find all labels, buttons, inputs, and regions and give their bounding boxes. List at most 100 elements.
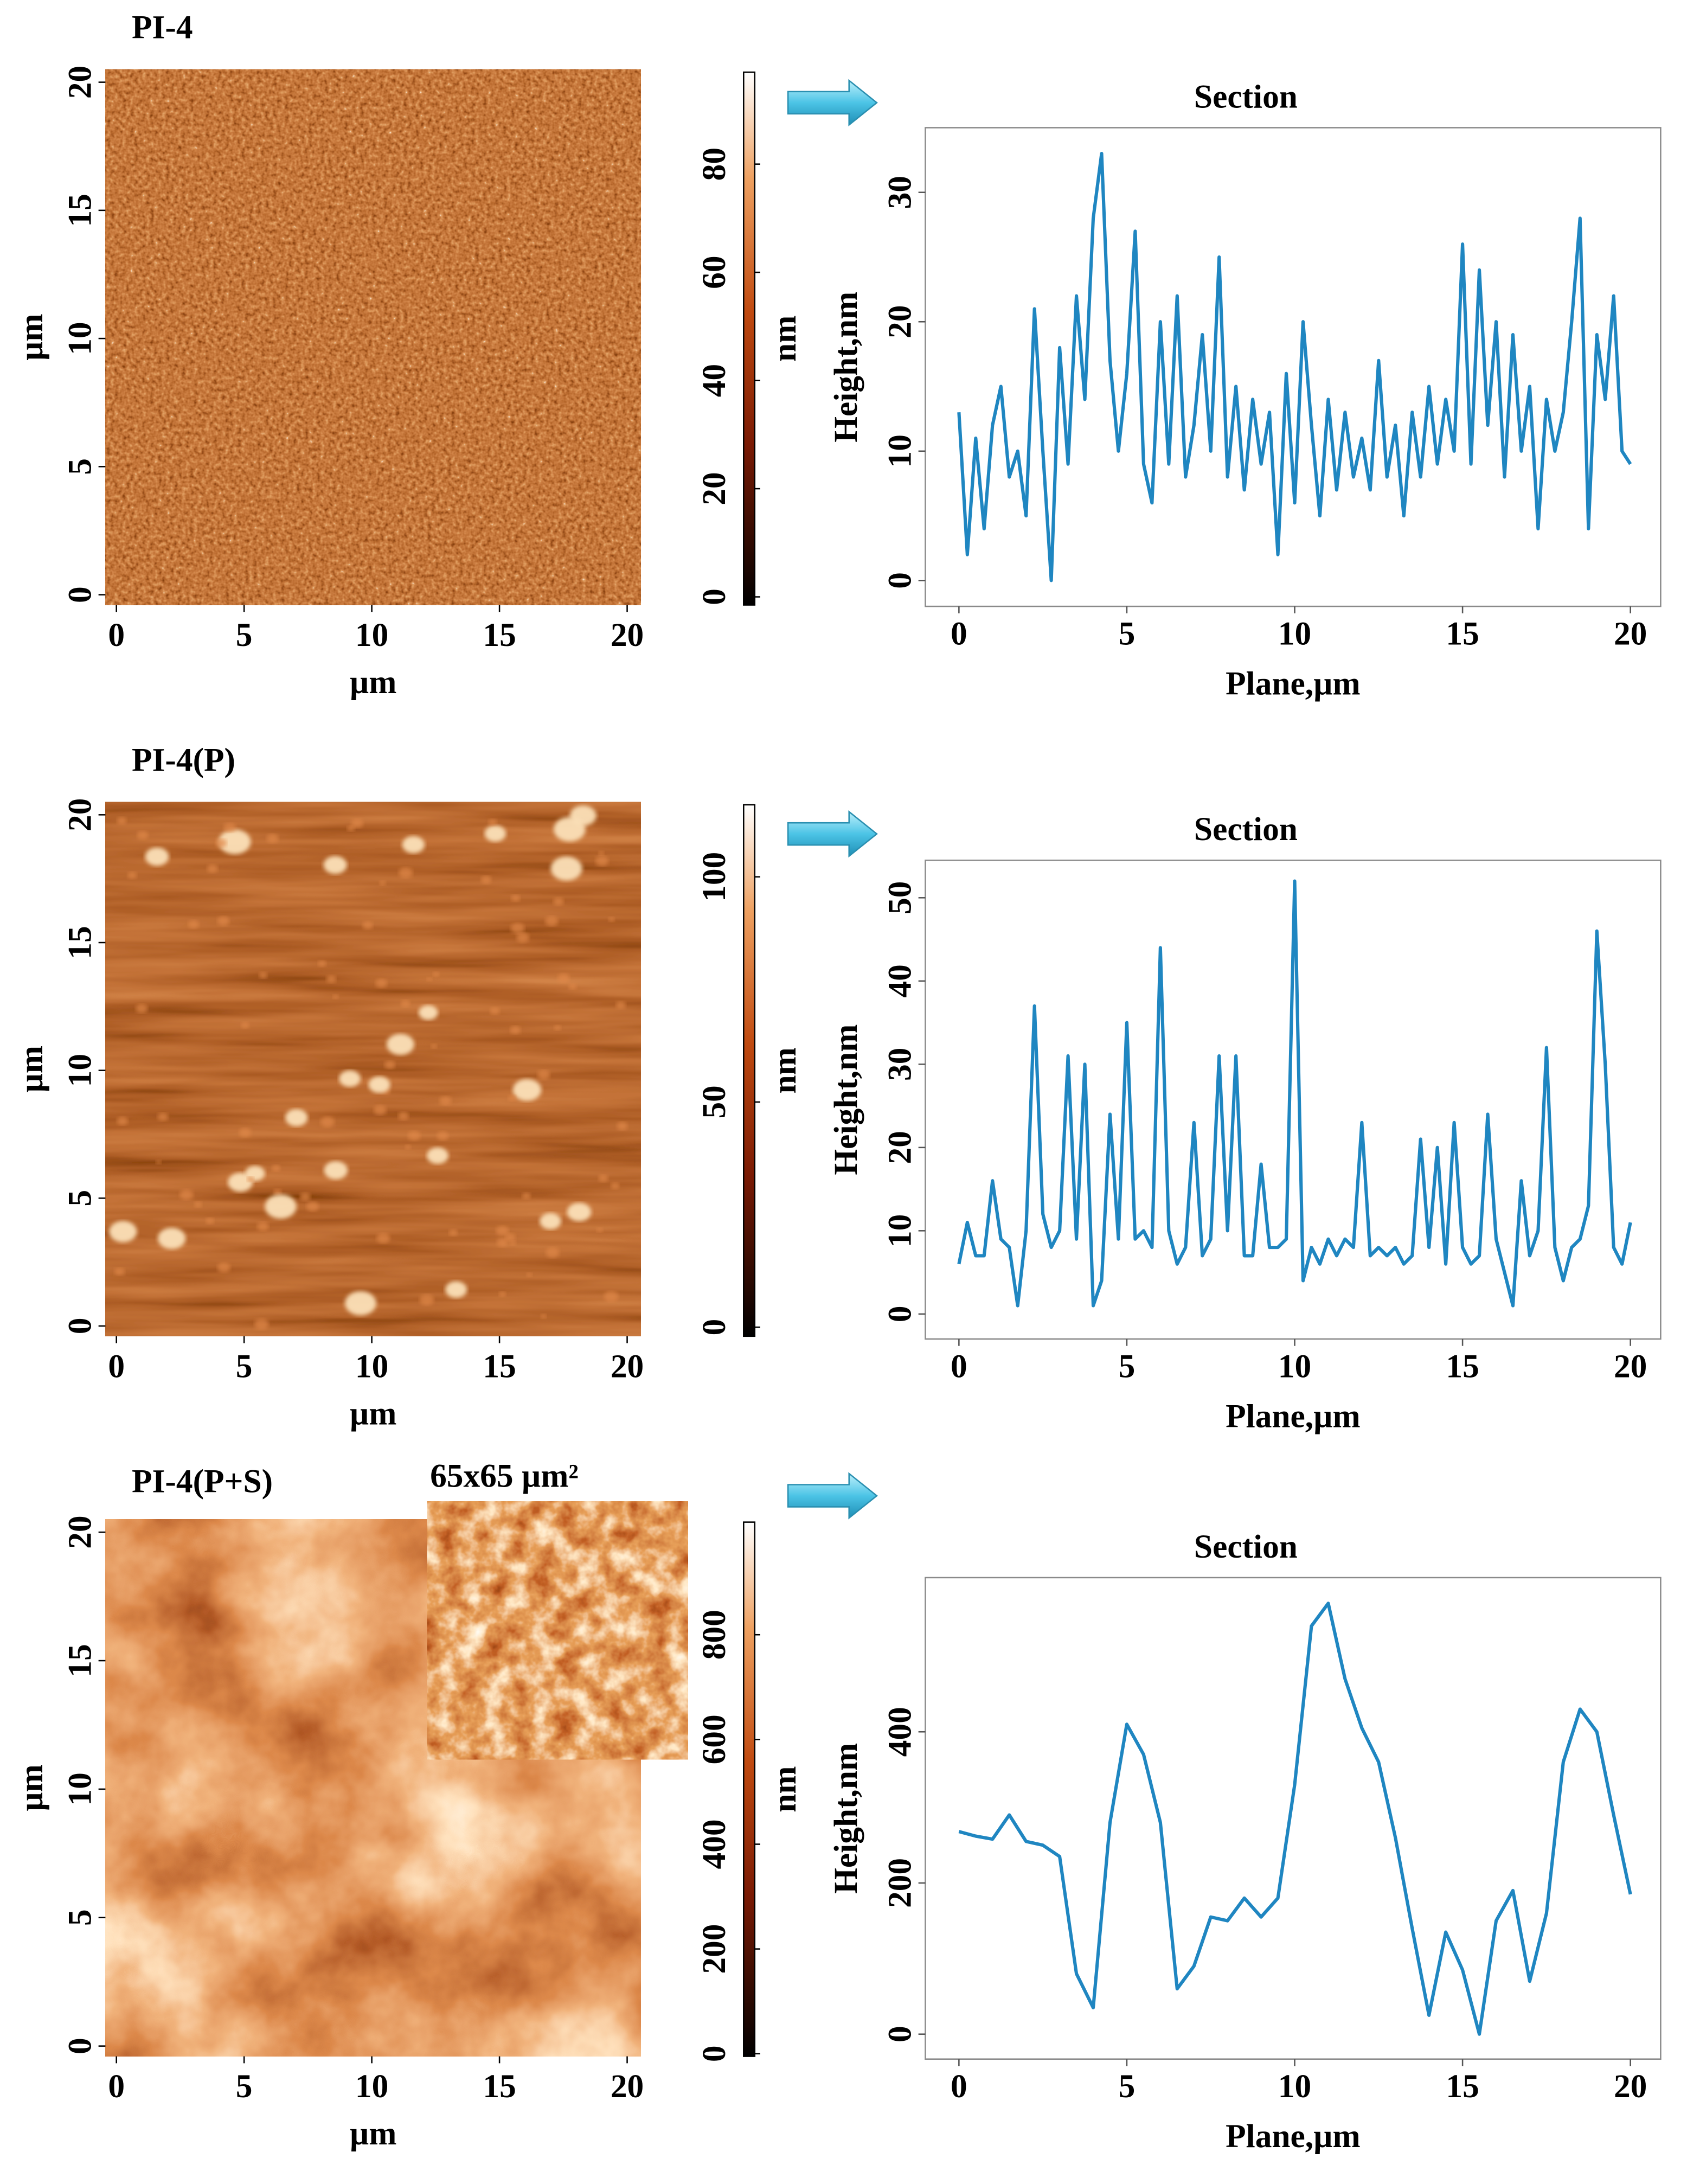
plot-frame <box>925 859 1662 1340</box>
afm-particle <box>522 1193 531 1200</box>
afm-particle <box>432 971 440 977</box>
afm-particle <box>511 894 521 902</box>
afm-particle <box>127 872 137 879</box>
y-tick-label: 0 <box>882 572 919 589</box>
x-tick-label: 10 <box>355 2068 388 2105</box>
y-axis-label: Height,nm <box>828 1024 864 1175</box>
afm-particle <box>362 921 373 930</box>
afm-particle <box>546 1247 560 1258</box>
afm-particle <box>136 1004 148 1014</box>
colorbar-label: nm <box>766 316 803 362</box>
y-tick-label: 15 <box>62 926 99 959</box>
x-tick-label: 20 <box>611 617 644 654</box>
afm-particle <box>265 1194 297 1219</box>
y-tick-label: 0 <box>62 586 99 603</box>
panel-title: PI-4(P+S) <box>132 1463 273 1500</box>
afm-particle <box>194 1201 202 1208</box>
afm-particle <box>553 897 564 906</box>
chart-title: Section <box>1194 78 1298 115</box>
x-tick-label: 15 <box>1446 615 1479 652</box>
y-tick-label: 5 <box>62 458 99 475</box>
afm-particle <box>156 1160 162 1164</box>
afm-particle <box>323 856 347 874</box>
x-tick-label: 20 <box>1614 1348 1647 1385</box>
afm-particle <box>419 1005 438 1020</box>
afm-particle <box>272 1164 281 1172</box>
afm-particle <box>484 825 506 842</box>
afm-particle <box>402 836 425 854</box>
x-tick-label: 5 <box>1119 1348 1136 1385</box>
x-tick-label: 0 <box>108 617 125 654</box>
afm-particle <box>510 1026 521 1034</box>
y-tick-label: 0 <box>62 1318 99 1335</box>
afm-particle <box>157 1112 169 1121</box>
afm-particle <box>345 1291 376 1316</box>
afm-particle <box>223 823 236 832</box>
x-axis-label: µm <box>350 2115 397 2152</box>
afm-particle <box>490 1007 500 1015</box>
afm-particle <box>598 851 605 856</box>
afm-particle <box>598 1174 608 1182</box>
afm-particle <box>568 983 577 990</box>
x-tick-label: 5 <box>1119 615 1136 652</box>
y-tick-label: 50 <box>882 881 919 914</box>
afm-particle <box>158 1227 186 1250</box>
plot-frame <box>925 127 1662 607</box>
afm-particle <box>285 1109 308 1126</box>
arrow <box>787 79 878 126</box>
afm-particle <box>347 825 355 831</box>
afm-particle <box>379 880 386 886</box>
afm-particle <box>117 817 127 825</box>
afm-particle <box>306 1201 319 1212</box>
y-tick-label: 20 <box>62 1515 99 1548</box>
x-tick-label: 15 <box>483 617 516 654</box>
x-axis-label: µm <box>350 1395 397 1432</box>
afm-particle <box>137 830 149 840</box>
afm-particle <box>497 1238 509 1247</box>
y-tick-label: 10 <box>882 1214 919 1247</box>
afm-particle <box>109 1221 137 1242</box>
afm-particle <box>604 1291 619 1302</box>
colorbar-tick-label: 0 <box>696 2045 733 2062</box>
afm-particle <box>114 1267 125 1276</box>
y-tick-label: 0 <box>882 1305 919 1322</box>
afm-particle <box>273 1189 282 1195</box>
x-tick-label: 20 <box>1614 615 1647 652</box>
y-tick-label: 400 <box>882 1707 919 1757</box>
colorbar-tick-label: 600 <box>696 1714 733 1764</box>
afm-particle <box>505 1233 516 1242</box>
x-tick-label: 20 <box>611 1348 644 1385</box>
afm-particle <box>179 1189 194 1200</box>
afm-particle <box>496 1226 509 1236</box>
afm-image <box>105 69 641 605</box>
afm-particle <box>241 1022 249 1029</box>
x-tick-label: 20 <box>1614 2068 1647 2105</box>
y-tick-label: 5 <box>62 1190 99 1207</box>
afm-particle <box>498 1291 506 1297</box>
afm-particle <box>608 917 615 922</box>
x-axis-label: Plane,µm <box>1226 2118 1361 2155</box>
x-tick-label: 5 <box>236 617 253 654</box>
x-tick-label: 10 <box>355 617 388 654</box>
afm-particle <box>510 923 525 934</box>
afm-particle <box>206 1218 214 1225</box>
colorbar-tick-label: 0 <box>696 1319 733 1336</box>
afm-particle <box>399 867 413 879</box>
x-tick-label: 0 <box>108 2068 125 2105</box>
afm-particle <box>554 817 586 842</box>
inset-title: 65x65 µm² <box>430 1457 579 1494</box>
colorbar-tick-label: 800 <box>696 1610 733 1660</box>
afm-particle <box>540 1314 547 1319</box>
afm-particle <box>427 1147 448 1164</box>
x-tick-label: 10 <box>355 1348 388 1385</box>
afm-particle <box>266 834 279 843</box>
afm-particle <box>545 915 559 926</box>
afm-particle <box>299 1192 311 1201</box>
colorbar-tick-label: 0 <box>696 588 733 605</box>
y-tick-label: 20 <box>882 305 919 338</box>
afm-particle <box>368 1076 390 1093</box>
y-axis-label: Height,nm <box>828 1743 864 1894</box>
chart-title: Section <box>1194 1528 1298 1565</box>
